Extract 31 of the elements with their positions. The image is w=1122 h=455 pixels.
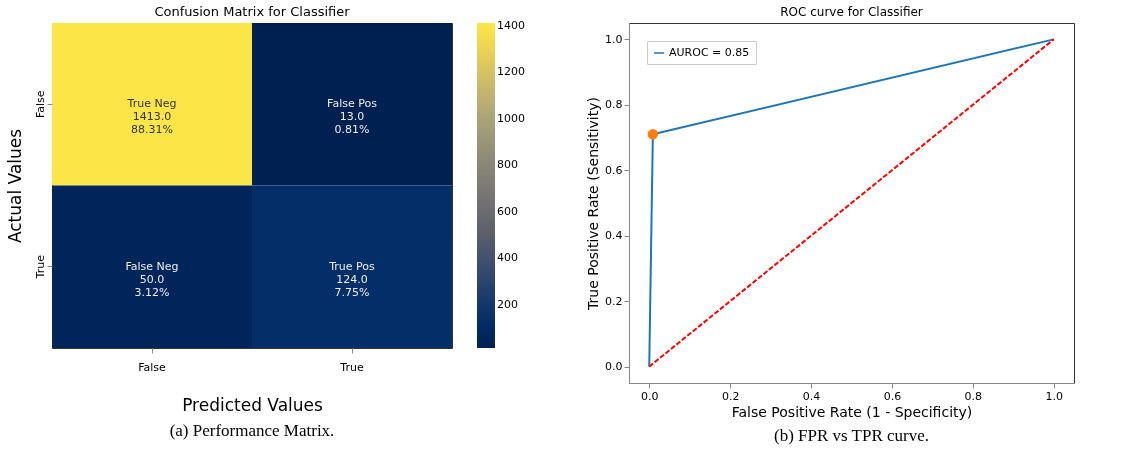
x-axis-title: Predicted Values — [182, 394, 324, 415]
chart-title: Confusion Matrix for Classifier — [154, 4, 351, 19]
color-bar-label: 400 — [497, 251, 518, 265]
color-bar-label: 600 — [497, 204, 518, 218]
color-bar-label: 1000 — [497, 111, 525, 125]
y-tick-label: 1.0 — [605, 32, 623, 46]
y-tick-label: 0.8 — [605, 98, 623, 112]
text: (b) FPR vs TPR curve. — [773, 426, 930, 445]
x-tick-label: 0.0 — [640, 389, 659, 403]
data-label: False Pos 13.0 0.81% — [327, 97, 378, 137]
color-bar-label: 200 — [497, 297, 518, 311]
data-label: False Neg 50.0 3.12% — [125, 259, 179, 299]
x-tick-label: 0.6 — [883, 389, 902, 403]
y-tick-label: 0.6 — [605, 163, 623, 177]
chart-title: ROC curve for Classifier — [780, 5, 923, 19]
y-axis-title: Actual Values — [4, 128, 25, 244]
text: (a) Performance Matrix. — [169, 421, 335, 440]
color-bar-label: 1400 — [497, 19, 525, 33]
data-label: True Neg 1413.0 88.31% — [126, 97, 177, 137]
x-tick-label: 0.4 — [802, 389, 821, 403]
legend-label: AUROC = 0.85 — [669, 46, 750, 59]
data-label: True Pos 124.0 7.75% — [328, 259, 376, 299]
y-axis-title: True Positive Rate (Sensitivity) — [585, 97, 602, 311]
color-bar-label: 1200 — [497, 65, 525, 79]
x-tick-label: 1.0 — [1045, 389, 1064, 403]
y-tick-label: 0.2 — [605, 294, 623, 308]
x-tick-label: 0.2 — [721, 389, 740, 403]
x-axis-title: False Positive Rate (1 - Specificity) — [731, 403, 973, 420]
x-tick-label: 0.8 — [964, 389, 983, 403]
y-tick-label: 0.4 — [605, 229, 623, 243]
color-bar-label: 800 — [497, 158, 518, 172]
